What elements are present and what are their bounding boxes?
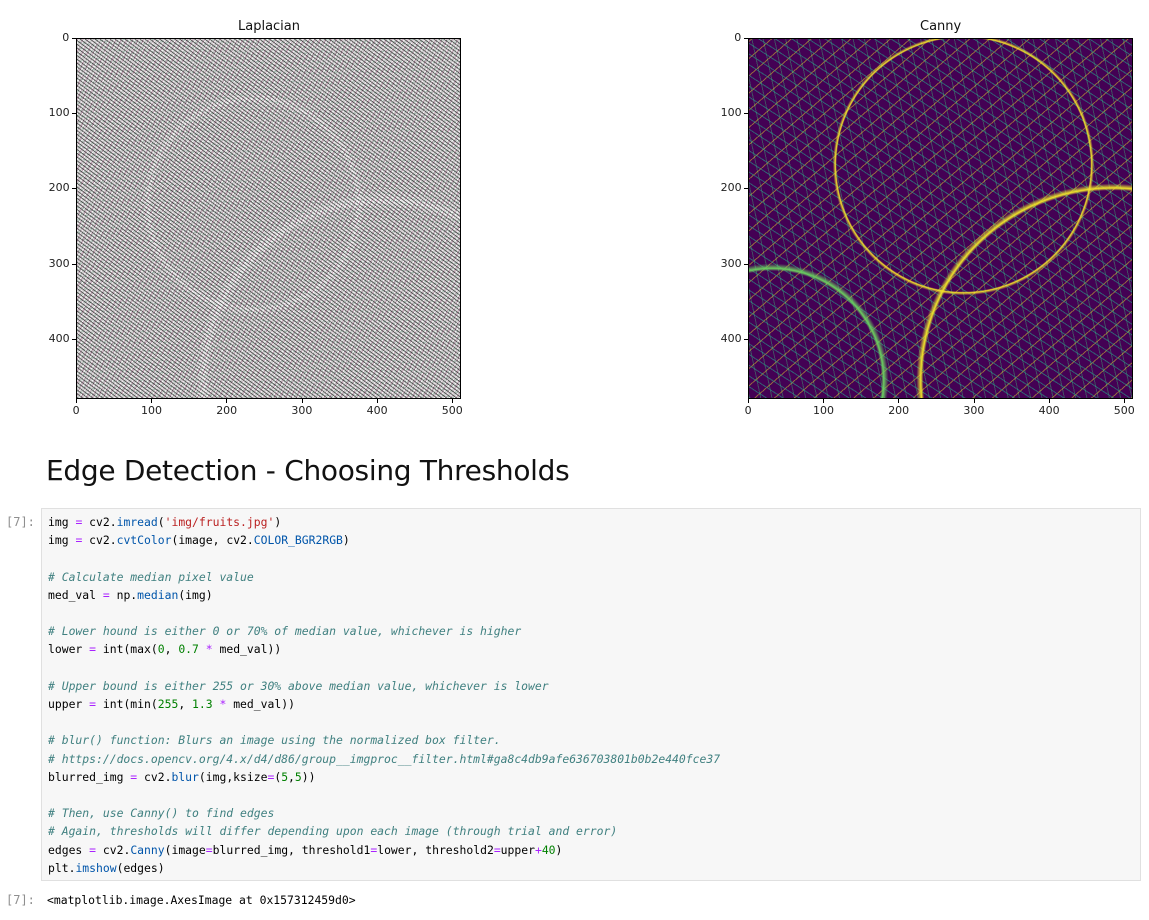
code-line bbox=[48, 660, 55, 676]
code-line: lower = int(max(0, 0.7 * med_val)) bbox=[48, 642, 282, 657]
laplacian-y-tick-label: 200 bbox=[48, 181, 70, 195]
code-cell-editor[interactable]: img = cv2.imread('img/fruits.jpg') img = … bbox=[41, 508, 1141, 881]
canny-y-tick-label: 100 bbox=[720, 106, 742, 120]
canny-y-tick-label: 400 bbox=[720, 331, 742, 345]
code-line bbox=[48, 605, 55, 621]
output-prompt: [7]: bbox=[6, 893, 35, 907]
laplacian-title: Laplacian bbox=[238, 19, 301, 34]
laplacian-x-tick-mark bbox=[151, 399, 153, 403]
laplacian-y-tick-label: 100 bbox=[48, 106, 70, 120]
laplacian-x-tick-label: 400 bbox=[366, 404, 388, 417]
canny-x-tick-mark bbox=[973, 399, 975, 403]
code-comment-line: # blur() function: Blurs an image using … bbox=[48, 733, 501, 748]
canny-x-tick-label: 400 bbox=[1038, 404, 1060, 417]
canny-x-tick-mark bbox=[898, 399, 900, 403]
laplacian-x-tick-label: 0 bbox=[72, 404, 80, 417]
laplacian-y-tick-label: 0 bbox=[62, 31, 70, 44]
canny-x-tick-label: 0 bbox=[744, 404, 752, 417]
canny-y-tick-mark bbox=[744, 38, 748, 39]
canny-plot: Canny 0 100 200 300 400 500 0 100 200 300 400 bbox=[670, 0, 1149, 425]
canny-image bbox=[748, 38, 1133, 399]
laplacian-plot: Laplacian 0 100 200 300 400 500 0 100 200 300 400 bbox=[0, 0, 480, 425]
laplacian-x-tick-label: 100 bbox=[140, 404, 162, 417]
laplacian-y-tick-mark bbox=[72, 263, 76, 265]
laplacian-y-tick-mark bbox=[72, 338, 76, 340]
canny-x-tick-mark bbox=[748, 399, 749, 403]
canny-x-tick-mark bbox=[823, 399, 825, 403]
code-line: img = cv2.imread('img/fruits.jpg') bbox=[48, 515, 282, 529]
canny-x-tick-label: 200 bbox=[888, 404, 910, 417]
canny-x-tick-mark bbox=[1123, 399, 1125, 403]
code-line: edges = cv2.Canny(image=blurred_img, thr… bbox=[48, 842, 563, 857]
laplacian-x-tick-mark bbox=[76, 399, 77, 403]
canny-title: Canny bbox=[920, 19, 962, 34]
canny-y-tick-mark bbox=[744, 263, 748, 265]
laplacian-y-tick-mark bbox=[72, 188, 76, 190]
laplacian-x-tick-label: 200 bbox=[216, 404, 238, 417]
laplacian-y-tick-label: 400 bbox=[48, 331, 70, 345]
code-line: img = cv2.cvtColor(image, cv2.COLOR_BGR2… bbox=[48, 533, 350, 548]
code-line bbox=[48, 550, 55, 566]
canny-y-tick-mark bbox=[744, 113, 748, 115]
code-comment-line: # Lower hound is either 0 or 70% of medi… bbox=[48, 624, 522, 639]
canny-y-tick-label: 300 bbox=[720, 256, 742, 270]
canny-x-tick-label: 100 bbox=[812, 404, 834, 417]
code-comment-line: # https://docs.opencv.org/4.x/d4/d86/gro… bbox=[48, 751, 721, 766]
code-comment-line: # Upper bound is either 255 or 30% above… bbox=[48, 678, 549, 693]
laplacian-x-tick-mark bbox=[376, 399, 378, 403]
canny-y-tick-mark bbox=[744, 188, 748, 190]
code-comment-line: # Then, use Canny() to find edges bbox=[48, 806, 275, 821]
canny-y-tick-mark bbox=[744, 338, 748, 340]
code-line: med_val = np.median(img) bbox=[48, 587, 213, 602]
code-line bbox=[48, 714, 55, 730]
laplacian-x-tick-mark bbox=[451, 399, 453, 403]
laplacian-y-tick-mark bbox=[72, 113, 76, 115]
code-line bbox=[48, 787, 55, 803]
output-text: <matplotlib.image.AxesImage at 0x1573124… bbox=[47, 893, 356, 907]
laplacian-x-tick-mark bbox=[226, 399, 228, 403]
canny-x-tick-label: 300 bbox=[963, 404, 985, 417]
canny-x-tick-mark bbox=[1048, 399, 1050, 403]
code-line: plt.imshow(edges) bbox=[48, 860, 165, 875]
laplacian-y-tick-mark bbox=[72, 38, 76, 39]
laplacian-y-tick-label: 300 bbox=[48, 256, 70, 270]
canny-y-tick-label: 200 bbox=[720, 181, 742, 195]
code-comment-line: # Again, thresholds will differ dependin… bbox=[48, 824, 618, 839]
canny-y-tick-label: 0 bbox=[734, 31, 742, 44]
canny-x-tick-label: 500 bbox=[1113, 404, 1135, 417]
laplacian-x-tick-mark bbox=[301, 399, 303, 403]
code-comment-line: # Calculate median pixel value bbox=[48, 569, 254, 584]
code-line: blurred_img = cv2.blur(img,ksize=(5,5)) bbox=[48, 769, 316, 784]
laplacian-x-tick-label: 500 bbox=[441, 404, 463, 417]
code-line: upper = int(min(255, 1.3 * med_val)) bbox=[48, 697, 295, 711]
laplacian-image bbox=[76, 38, 461, 399]
section-heading: Edge Detection - Choosing Thresholds bbox=[46, 454, 570, 487]
laplacian-x-tick-label: 300 bbox=[291, 404, 313, 417]
input-prompt: [7]: bbox=[6, 515, 35, 529]
